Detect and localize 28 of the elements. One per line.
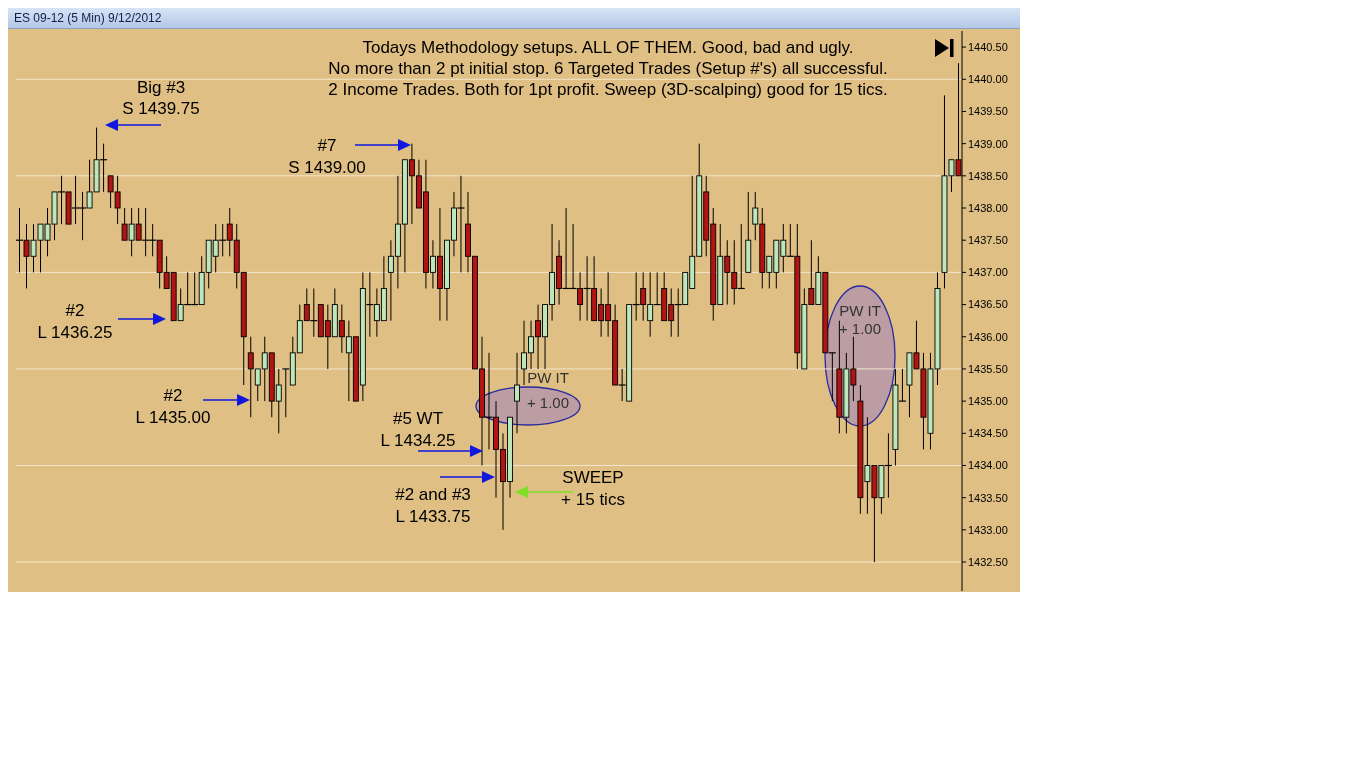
y-tick-label: 1435.00 [968,395,1008,408]
annotation: #2 L 1436.25 [37,301,113,342]
y-tick-label: 1436.00 [968,330,1008,343]
y-tick-label: 1433.50 [968,491,1008,504]
y-tick-label: 1438.00 [968,201,1008,214]
annotation: #7 S 1439.00 [288,136,366,177]
y-tick-label: 1440.00 [968,73,1008,86]
y-tick-label: 1436.50 [968,298,1008,311]
y-tick-label: 1434.50 [968,427,1008,440]
annotation: PW IT + 1.00 [526,369,570,411]
y-tick-label: 1439.50 [968,105,1008,118]
annotation: #2 L 1435.00 [135,386,211,427]
annotation: Big #3 S 1439.75 [122,78,200,118]
y-tick-label: 1432.50 [968,555,1008,568]
y-tick-label: 1434.00 [968,459,1008,472]
chart-title: ES 09-12 (5 Min) 9/12/2012 [8,8,1020,29]
annotation: Todays Methodology setups. ALL OF THEM. Good, bad and ugly. No more than 2 pt initial stop. 6 Targeted Trades (Setup #'s) all successful. 2 Income Trades. Both for 1pt profit. Sweep (3D-scalping) good for 15 tics. [328,38,888,99]
y-tick-label: 1439.00 [968,137,1008,150]
candlestick [514,352,520,434]
annotation: #5 WT L 1434.25 [380,409,456,450]
y-tick-label: 1435.50 [968,362,1008,375]
annotation: #2 and #3 L 1433.75 [395,485,471,526]
y-tick-label: 1438.50 [968,169,1008,182]
y-tick-label: 1437.50 [968,234,1008,247]
y-tick-label: 1433.00 [968,523,1008,536]
y-tick-label: 1440.50 [968,41,1008,53]
annotation: SWEEP + 15 tics [561,468,625,509]
y-tick-label: 1437.00 [968,266,1008,279]
